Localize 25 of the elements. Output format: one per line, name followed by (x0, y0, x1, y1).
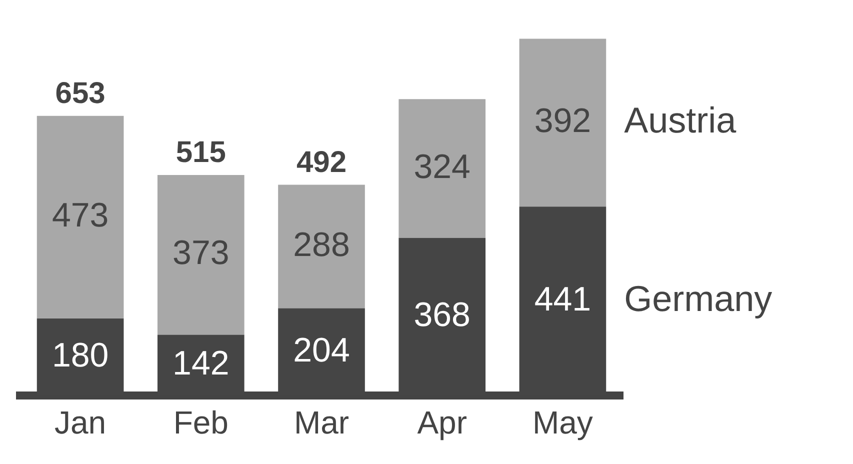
series-label: Germany (624, 278, 772, 320)
bar (36, 116, 124, 318)
data-label: 180 (52, 336, 109, 374)
data-label: 473 (52, 196, 109, 235)
bar (157, 174, 244, 335)
bar (278, 184, 365, 308)
data-label: 441 (534, 280, 592, 319)
x-tick-label: Apr (417, 404, 468, 441)
bar (398, 99, 486, 238)
x-tick-label: Mar (294, 404, 350, 441)
data-label: 142 (172, 344, 230, 383)
x-tick-label: Jan (54, 404, 106, 441)
data-label: 392 (534, 102, 592, 140)
data-label: 204 (293, 331, 350, 370)
x-tick-label: May (532, 404, 593, 441)
data-label: 288 (293, 226, 350, 264)
bar (519, 38, 606, 207)
data-label: 368 (414, 296, 470, 334)
total-label: 492 (296, 146, 347, 180)
total-label: 515 (176, 136, 226, 170)
x-tick-label: Feb (173, 404, 228, 441)
data-label: 324 (414, 148, 470, 186)
total-label: 653 (55, 77, 106, 110)
data-label: 373 (172, 234, 230, 272)
series-label: Austria (624, 100, 738, 141)
